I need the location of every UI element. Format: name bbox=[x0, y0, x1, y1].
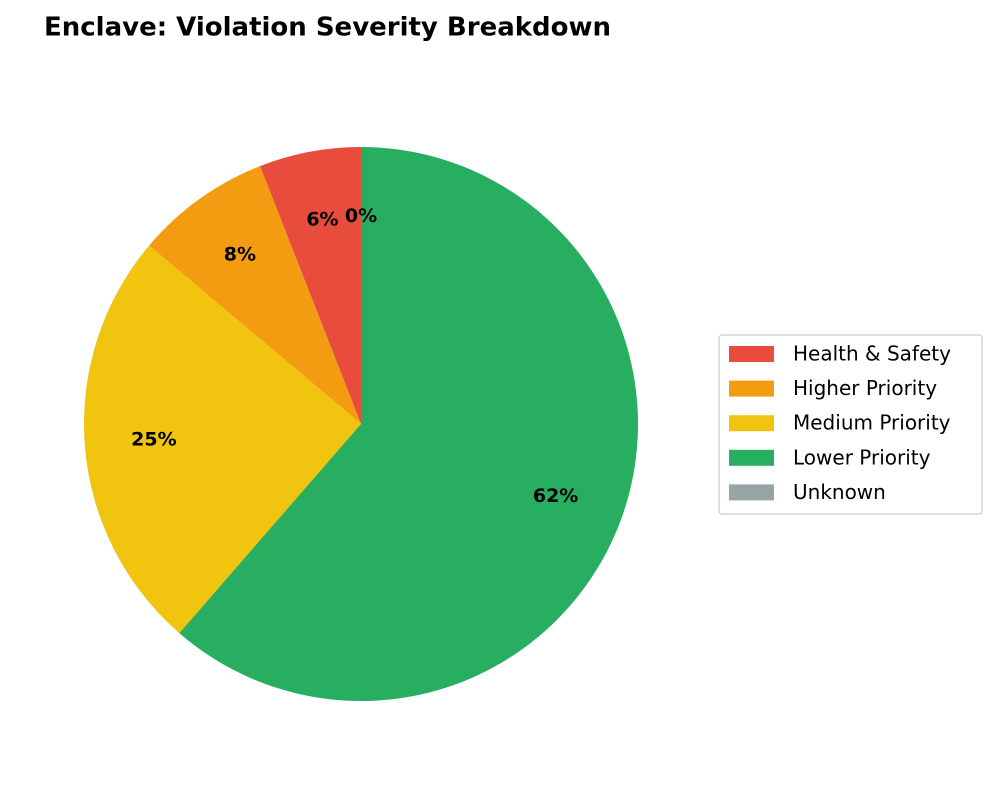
slice-label: 25% bbox=[131, 429, 176, 451]
slice-label: 8% bbox=[224, 244, 256, 266]
slice-label: 0% bbox=[345, 205, 377, 227]
pie-slice bbox=[83, 245, 362, 634]
legend-swatch bbox=[729, 346, 774, 362]
legend-label: Medium Priority bbox=[793, 411, 951, 435]
slice-label: 62% bbox=[533, 485, 578, 507]
chart-title: Enclave: Violation Severity Breakdown bbox=[44, 13, 611, 43]
legend-label: Unknown bbox=[793, 480, 886, 504]
legend-swatch bbox=[729, 415, 774, 432]
pie-slice bbox=[179, 147, 638, 701]
legend-swatch bbox=[729, 449, 774, 466]
legend-swatch bbox=[729, 484, 774, 501]
legend-label: Lower Priority bbox=[793, 445, 931, 469]
legend-label: Health & Safety bbox=[793, 342, 951, 366]
legend-box bbox=[718, 334, 983, 515]
pie-slice bbox=[149, 166, 361, 424]
legend-label: Higher Priority bbox=[793, 376, 937, 400]
slice-label: 6% bbox=[306, 208, 338, 230]
legend-swatch bbox=[729, 380, 774, 397]
pie-slice bbox=[259, 147, 361, 424]
